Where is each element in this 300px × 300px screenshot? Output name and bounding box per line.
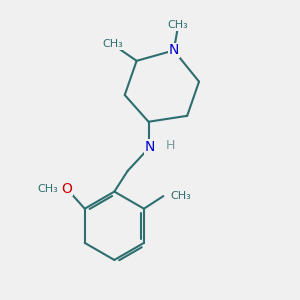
Text: CH₃: CH₃ bbox=[168, 20, 189, 30]
Text: H: H bbox=[166, 139, 176, 152]
Text: CH₃: CH₃ bbox=[103, 40, 123, 50]
Text: N: N bbox=[169, 44, 179, 57]
Text: N: N bbox=[145, 140, 155, 154]
Text: O: O bbox=[61, 182, 72, 196]
Text: CH₃: CH₃ bbox=[37, 184, 58, 194]
Text: CH₃: CH₃ bbox=[171, 191, 192, 201]
